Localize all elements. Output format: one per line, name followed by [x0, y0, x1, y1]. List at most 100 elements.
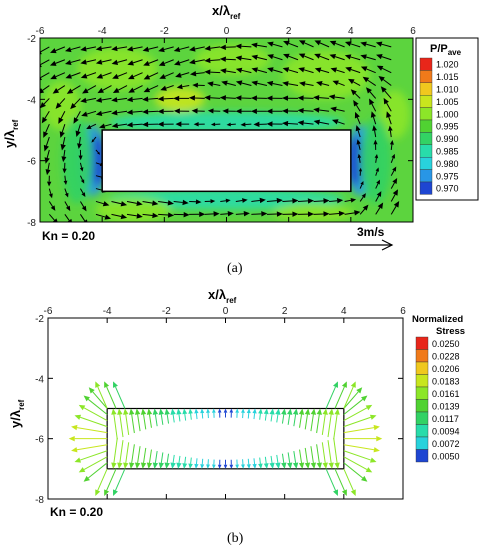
stress-vector-head [269, 408, 275, 415]
velocity-vector [132, 110, 143, 113]
velocity-vector-head [362, 204, 369, 211]
stress-vector-head [258, 463, 263, 469]
velocity-vector-head [251, 67, 258, 73]
velocity-vector-head [207, 81, 214, 87]
velocity-vector-head [62, 168, 67, 174]
stress-vector-head [194, 408, 199, 414]
velocity-vector-head [46, 181, 52, 187]
velocity-vector [79, 188, 84, 194]
velocity-vector-head [219, 56, 226, 62]
velocity-vector [165, 85, 174, 89]
velocity-vector [369, 91, 377, 99]
velocity-vector-head [199, 211, 206, 217]
velocity-vector [375, 157, 377, 163]
velocity-vector [79, 175, 83, 181]
velocity-vector-head [52, 218, 58, 222]
stress-vector-head [246, 408, 251, 414]
velocity-vector [337, 121, 345, 125]
stress-vector-head [211, 464, 216, 469]
velocity-vector [319, 121, 330, 125]
velocity-vector [77, 124, 81, 132]
velocity-vector [374, 130, 377, 138]
legend-value: 0.0094 [432, 426, 460, 436]
velocity-vector [148, 72, 159, 78]
stress-vector [343, 450, 371, 461]
velocity-vector-head [253, 121, 260, 128]
a-xtick-label: -4 [98, 26, 107, 37]
reference-vector: 3m/s [350, 225, 394, 251]
velocity-vector-head [267, 67, 274, 73]
velocity-vector [79, 201, 85, 208]
contour-region [61, 117, 93, 204]
stress-vector-head [333, 489, 338, 496]
reference-vector-head [381, 239, 394, 251]
stress-vector [137, 414, 141, 432]
stress-vector-head [365, 404, 373, 411]
velocity-vector [319, 97, 330, 99]
velocity-vector-head [375, 167, 379, 172]
velocity-vector [386, 102, 392, 112]
velocity-vector [117, 72, 128, 77]
stress-vector-head [292, 408, 299, 415]
velocity-vector-head [330, 106, 337, 112]
velocity-vector-head [78, 155, 83, 161]
velocity-vector-head [95, 45, 103, 52]
velocity-vector-head [55, 102, 62, 109]
stress-vector-head [281, 462, 287, 469]
stress-vector-head [350, 381, 356, 388]
velocity-vector-head [173, 95, 180, 102]
velocity-vector [357, 130, 361, 138]
velocity-vector-head [80, 59, 87, 65]
velocity-vector-head [167, 200, 174, 206]
velocity-vector [297, 200, 309, 202]
stress-vector-head [71, 447, 78, 453]
stress-vector-head [328, 408, 334, 415]
legend-swatch [415, 336, 429, 350]
stress-vector-head [104, 489, 110, 496]
panel-b-annotation: Kn = 0.20 [50, 505, 103, 519]
stress-vector-head [322, 462, 328, 469]
stress-vector-head [269, 462, 275, 469]
velocity-vector-head [348, 78, 355, 85]
velocity-vector [86, 72, 97, 77]
stress-vector-head [229, 464, 234, 469]
velocity-vector-head [173, 108, 180, 114]
stress-vector-head [310, 462, 317, 469]
velocity-vector-head [354, 210, 361, 216]
velocity-vector-head [160, 85, 167, 91]
velocity-vector [101, 110, 112, 114]
legend-value: 0.0139 [432, 401, 460, 411]
velocity-vector [55, 72, 66, 78]
velocity-vector-head [355, 125, 361, 132]
stress-vector-head [235, 464, 240, 469]
legend-value: 0.0250 [432, 339, 460, 349]
velocity-vector-head [383, 97, 389, 105]
stress-vector [190, 457, 192, 464]
velocity-vector [117, 110, 128, 114]
a-xtick-label: -2 [160, 26, 169, 37]
velocity-vector [210, 97, 221, 99]
stress-vector [343, 427, 375, 434]
velocity-vector [319, 55, 330, 61]
velocity-vector-head [282, 120, 289, 127]
stress-vector [125, 414, 130, 436]
velocity-vector [288, 42, 299, 48]
velocity-vector [304, 42, 314, 48]
velocity-vector-head [210, 199, 216, 204]
velocity-vector-head [313, 107, 320, 113]
stress-vector [287, 452, 291, 463]
velocity-vector-head [213, 211, 220, 217]
stress-vector [172, 414, 175, 423]
velocity-vector-head [188, 95, 196, 101]
stress-vector [106, 468, 117, 491]
velocity-vector-head [73, 117, 79, 124]
velocity-vector-head [82, 88, 89, 94]
stress-vector-head [117, 462, 123, 469]
panel-a-legend: P/Pave 1.020 1.015 1.010 1.005 1.000 0.995 0.9… [415, 37, 479, 201]
velocity-vector-head [281, 95, 289, 101]
panel-b-x-ticks: -6 -4 -2 0 2 4 6 [44, 306, 406, 499]
stress-vector-head [365, 467, 373, 473]
velocity-vector [182, 85, 190, 88]
panel-b-stress-vectors [68, 381, 383, 496]
velocity-vector-head [259, 197, 266, 204]
